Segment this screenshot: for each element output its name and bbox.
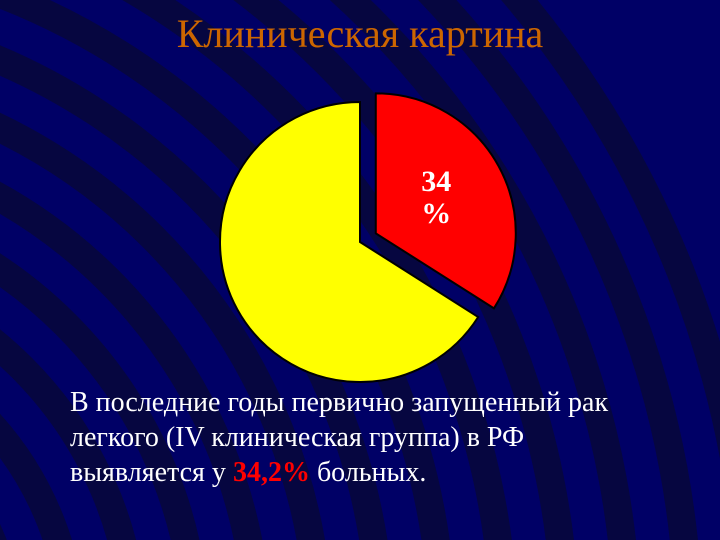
pie-slice-label: 34 %	[421, 166, 451, 229]
body-highlight: 34,2%	[233, 457, 310, 488]
body-line2: легкого (IV клиническая группа) в РФ	[70, 422, 524, 453]
body-text: В последние годы первично запущенный рак…	[70, 385, 650, 490]
body-line3-prefix: выявляется у	[70, 457, 233, 488]
body-line3-suffix: больных.	[310, 457, 426, 488]
pie-svg	[190, 72, 530, 412]
pie-slice-label-line1: 34	[421, 166, 451, 198]
pie-slice-label-line2: %	[421, 198, 451, 230]
slide-title: Клиническая картина	[0, 10, 720, 57]
body-line1: В последние годы первично запущенный рак	[70, 387, 608, 418]
slide: Клиническая картина 34 % В последние год…	[0, 0, 720, 540]
pie-chart: 34 %	[190, 72, 530, 417]
